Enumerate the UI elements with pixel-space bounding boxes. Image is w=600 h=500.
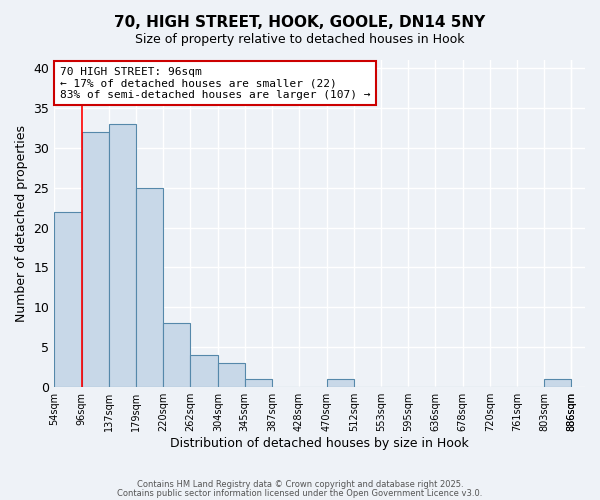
Y-axis label: Number of detached properties: Number of detached properties [15,125,28,322]
X-axis label: Distribution of detached houses by size in Hook: Distribution of detached houses by size … [170,437,469,450]
Bar [82,132,109,387]
Text: 70, HIGH STREET, HOOK, GOOLE, DN14 5NY: 70, HIGH STREET, HOOK, GOOLE, DN14 5NY [115,15,485,30]
Text: Size of property relative to detached houses in Hook: Size of property relative to detached ho… [135,32,465,46]
Text: Contains HM Land Registry data © Crown copyright and database right 2025.: Contains HM Land Registry data © Crown c… [137,480,463,489]
Bar [218,364,245,387]
Bar [163,324,190,387]
Bar [54,212,82,387]
Text: Contains public sector information licensed under the Open Government Licence v3: Contains public sector information licen… [118,488,482,498]
Bar [326,379,354,387]
Bar [190,356,218,387]
Bar [245,379,272,387]
Text: 70 HIGH STREET: 96sqm
← 17% of detached houses are smaller (22)
83% of semi-deta: 70 HIGH STREET: 96sqm ← 17% of detached … [59,66,370,100]
Bar [544,379,571,387]
Bar [109,124,136,387]
Bar [136,188,163,387]
